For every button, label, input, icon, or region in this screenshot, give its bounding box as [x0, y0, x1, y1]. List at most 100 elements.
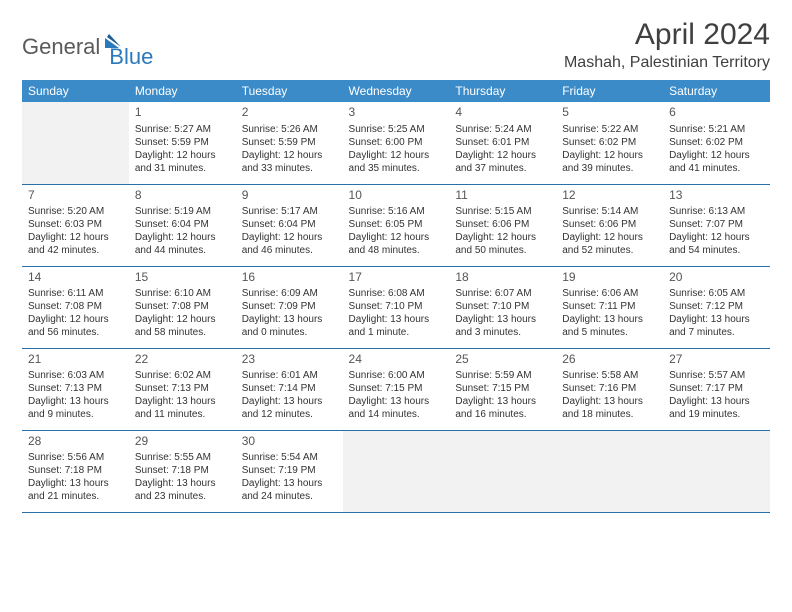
daylight-text: Daylight: 13 hours [242, 477, 337, 490]
sunrise-text: Sunrise: 6:07 AM [455, 287, 550, 300]
sunset-text: Sunset: 7:08 PM [135, 300, 230, 313]
sunrise-text: Sunrise: 5:16 AM [349, 205, 444, 218]
calendar-day-cell: 9Sunrise: 5:17 AMSunset: 6:04 PMDaylight… [236, 184, 343, 266]
sunrise-text: Sunrise: 5:25 AM [349, 123, 444, 136]
calendar-day-cell: 10Sunrise: 5:16 AMSunset: 6:05 PMDayligh… [343, 184, 450, 266]
daylight-text: Daylight: 12 hours [455, 231, 550, 244]
daylight-text: Daylight: 12 hours [28, 231, 123, 244]
day-number: 29 [135, 434, 230, 450]
day-number: 27 [669, 352, 764, 368]
daylight-text: and 19 minutes. [669, 408, 764, 421]
sunrise-text: Sunrise: 5:55 AM [135, 451, 230, 464]
daylight-text: and 24 minutes. [242, 490, 337, 503]
weekday-header: Sunday [22, 80, 129, 102]
sunset-text: Sunset: 6:04 PM [135, 218, 230, 231]
logo-text-general: General [22, 34, 100, 60]
day-number: 7 [28, 188, 123, 204]
day-number: 14 [28, 270, 123, 286]
calendar-day-cell: 13Sunrise: 6:13 AMSunset: 7:07 PMDayligh… [663, 184, 770, 266]
calendar-day-cell: 12Sunrise: 5:14 AMSunset: 6:06 PMDayligh… [556, 184, 663, 266]
sunset-text: Sunset: 6:05 PM [349, 218, 444, 231]
daylight-text: and 44 minutes. [135, 244, 230, 257]
sunrise-text: Sunrise: 6:09 AM [242, 287, 337, 300]
sunrise-text: Sunrise: 5:22 AM [562, 123, 657, 136]
daylight-text: and 9 minutes. [28, 408, 123, 421]
daylight-text: and 0 minutes. [242, 326, 337, 339]
title-block: April 2024 Mashah, Palestinian Territory [564, 18, 770, 72]
calendar-day-cell: 15Sunrise: 6:10 AMSunset: 7:08 PMDayligh… [129, 266, 236, 348]
daylight-text: Daylight: 12 hours [562, 231, 657, 244]
day-number: 6 [669, 105, 764, 121]
daylight-text: Daylight: 12 hours [669, 231, 764, 244]
daylight-text: Daylight: 13 hours [349, 313, 444, 326]
daylight-text: Daylight: 13 hours [455, 313, 550, 326]
calendar-day-cell: 20Sunrise: 6:05 AMSunset: 7:12 PMDayligh… [663, 266, 770, 348]
daylight-text: and 14 minutes. [349, 408, 444, 421]
sunset-text: Sunset: 7:09 PM [242, 300, 337, 313]
day-number: 24 [349, 352, 444, 368]
daylight-text: Daylight: 13 hours [242, 395, 337, 408]
logo: General Blue [22, 18, 153, 70]
calendar-empty-cell [663, 430, 770, 512]
calendar-empty-cell [449, 430, 556, 512]
calendar-body: 1Sunrise: 5:27 AMSunset: 5:59 PMDaylight… [22, 102, 770, 512]
weekday-header: Tuesday [236, 80, 343, 102]
sunset-text: Sunset: 7:18 PM [28, 464, 123, 477]
daylight-text: and 48 minutes. [349, 244, 444, 257]
calendar-empty-cell [556, 430, 663, 512]
daylight-text: Daylight: 12 hours [455, 149, 550, 162]
day-number: 15 [135, 270, 230, 286]
sunset-text: Sunset: 7:13 PM [135, 382, 230, 395]
day-number: 11 [455, 188, 550, 204]
daylight-text: and 21 minutes. [28, 490, 123, 503]
sunset-text: Sunset: 7:16 PM [562, 382, 657, 395]
calendar-day-cell: 11Sunrise: 5:15 AMSunset: 6:06 PMDayligh… [449, 184, 556, 266]
sunset-text: Sunset: 7:11 PM [562, 300, 657, 313]
calendar-week-row: 21Sunrise: 6:03 AMSunset: 7:13 PMDayligh… [22, 348, 770, 430]
weekday-header: Thursday [449, 80, 556, 102]
daylight-text: Daylight: 13 hours [562, 313, 657, 326]
daylight-text: and 37 minutes. [455, 162, 550, 175]
day-number: 12 [562, 188, 657, 204]
sunrise-text: Sunrise: 6:02 AM [135, 369, 230, 382]
sunrise-text: Sunrise: 5:17 AM [242, 205, 337, 218]
daylight-text: and 46 minutes. [242, 244, 337, 257]
daylight-text: Daylight: 13 hours [349, 395, 444, 408]
calendar-day-cell: 1Sunrise: 5:27 AMSunset: 5:59 PMDaylight… [129, 102, 236, 184]
daylight-text: Daylight: 12 hours [349, 231, 444, 244]
day-number: 23 [242, 352, 337, 368]
calendar-day-cell: 16Sunrise: 6:09 AMSunset: 7:09 PMDayligh… [236, 266, 343, 348]
sunrise-text: Sunrise: 5:54 AM [242, 451, 337, 464]
calendar-day-cell: 22Sunrise: 6:02 AMSunset: 7:13 PMDayligh… [129, 348, 236, 430]
daylight-text: Daylight: 12 hours [242, 231, 337, 244]
sunrise-text: Sunrise: 5:27 AM [135, 123, 230, 136]
day-number: 2 [242, 105, 337, 121]
sunset-text: Sunset: 7:07 PM [669, 218, 764, 231]
daylight-text: and 39 minutes. [562, 162, 657, 175]
daylight-text: Daylight: 12 hours [135, 149, 230, 162]
calendar-day-cell: 23Sunrise: 6:01 AMSunset: 7:14 PMDayligh… [236, 348, 343, 430]
calendar-day-cell: 14Sunrise: 6:11 AMSunset: 7:08 PMDayligh… [22, 266, 129, 348]
daylight-text: Daylight: 13 hours [28, 395, 123, 408]
daylight-text: and 16 minutes. [455, 408, 550, 421]
sunrise-text: Sunrise: 5:15 AM [455, 205, 550, 218]
daylight-text: and 58 minutes. [135, 326, 230, 339]
sunrise-text: Sunrise: 5:57 AM [669, 369, 764, 382]
daylight-text: and 50 minutes. [455, 244, 550, 257]
sunrise-text: Sunrise: 6:05 AM [669, 287, 764, 300]
calendar-day-cell: 5Sunrise: 5:22 AMSunset: 6:02 PMDaylight… [556, 102, 663, 184]
sunrise-text: Sunrise: 5:59 AM [455, 369, 550, 382]
logo-text-blue: Blue [109, 44, 153, 70]
daylight-text: Daylight: 13 hours [562, 395, 657, 408]
sunrise-text: Sunrise: 6:03 AM [28, 369, 123, 382]
daylight-text: Daylight: 13 hours [242, 313, 337, 326]
sunset-text: Sunset: 7:10 PM [349, 300, 444, 313]
sunset-text: Sunset: 7:15 PM [455, 382, 550, 395]
day-number: 28 [28, 434, 123, 450]
sunrise-text: Sunrise: 6:13 AM [669, 205, 764, 218]
daylight-text: Daylight: 12 hours [669, 149, 764, 162]
weekday-header: Friday [556, 80, 663, 102]
daylight-text: Daylight: 13 hours [135, 477, 230, 490]
day-number: 26 [562, 352, 657, 368]
calendar-day-cell: 19Sunrise: 6:06 AMSunset: 7:11 PMDayligh… [556, 266, 663, 348]
